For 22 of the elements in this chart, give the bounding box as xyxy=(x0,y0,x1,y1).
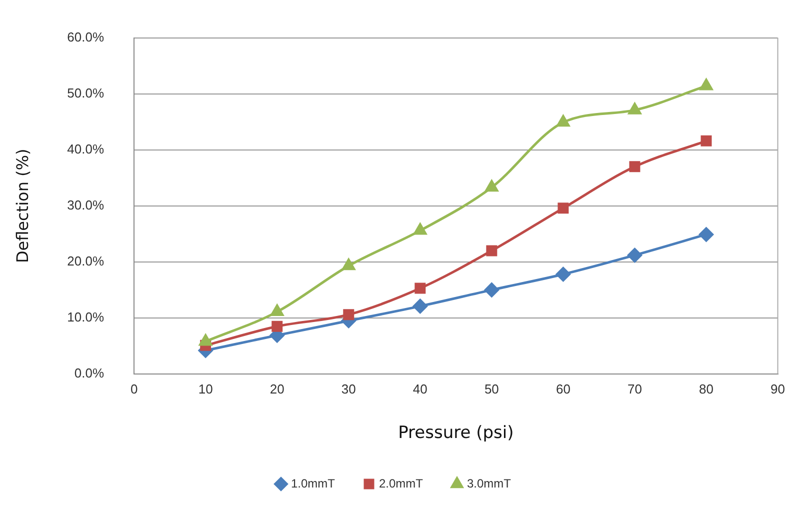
x-axis-title: Pressure (psi) xyxy=(398,423,514,444)
legend-label: 1.0mmT xyxy=(290,476,336,490)
x-tick-label: 70 xyxy=(627,381,642,396)
y-tick-label: 50.0% xyxy=(67,85,104,100)
x-tick-label: 40 xyxy=(412,381,428,396)
y-tick-label: 60.0% xyxy=(67,29,104,44)
y-axis-title: Deflection (%) xyxy=(12,148,32,264)
x-tick-label: 80 xyxy=(699,381,714,396)
x-tick-label: 60 xyxy=(556,381,570,396)
y-tick-label: 40.0% xyxy=(67,141,104,156)
y-tick-label: 10.0% xyxy=(67,310,104,325)
x-tick-label: 20 xyxy=(270,381,284,396)
x-tick-label: 30 xyxy=(341,381,356,396)
x-tick-label: 0 xyxy=(130,381,138,396)
legend-label: 3.0mmT xyxy=(467,476,512,490)
y-tick-label: 30.0% xyxy=(67,197,104,212)
x-tick-label: 10 xyxy=(198,381,213,396)
x-tick-label: 90 xyxy=(770,381,786,396)
x-tick-label: 50 xyxy=(484,381,499,396)
legend-label: 2.0mmT xyxy=(379,476,424,490)
y-tick-label: 0.0% xyxy=(74,366,104,381)
y-tick-label: 20.0% xyxy=(67,254,104,269)
